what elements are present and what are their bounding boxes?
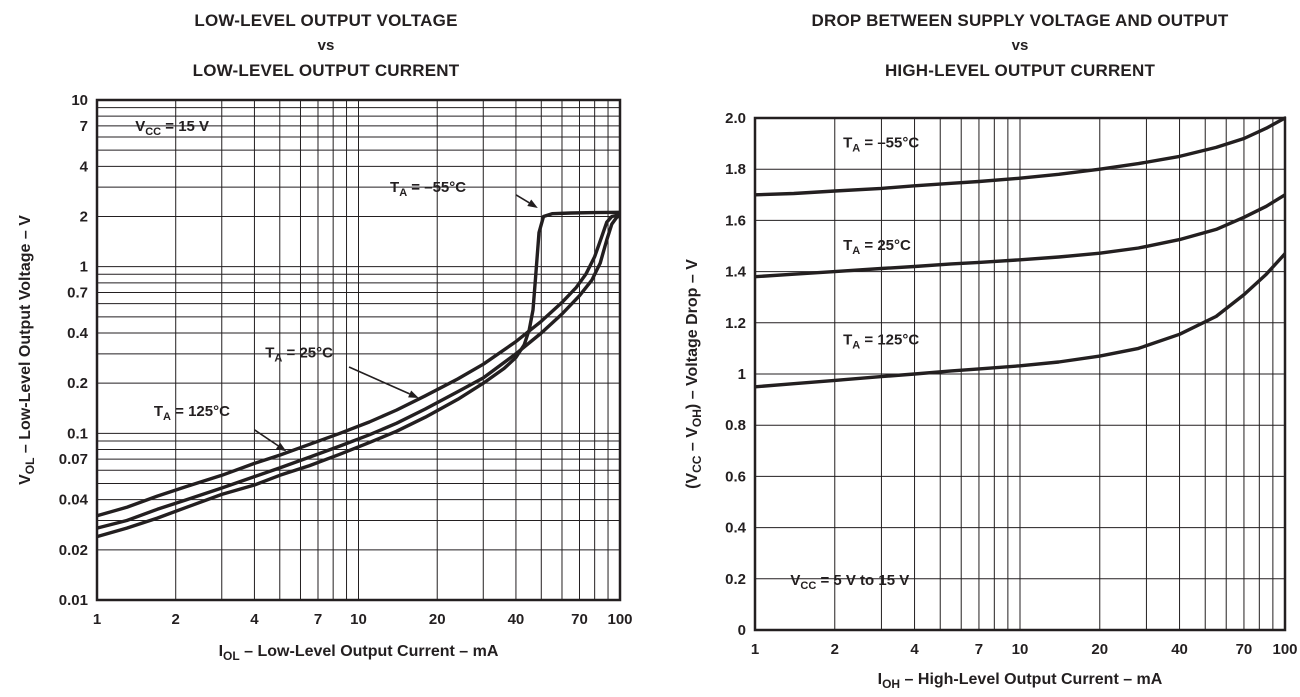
x-tick-label: 100 — [607, 611, 632, 628]
annotation-label: TA = 125°C — [843, 332, 919, 352]
vdrop-vs-ioh-chart-canvas: 1 2 4 7 10 20 40 70 100 2.0 1.8 1.6 1.4 1.2 1 0.8 0.6 0.4… — [684, 110, 1298, 691]
chart-title-line: LOW-LEVEL OUTPUT CURRENT — [192, 61, 460, 80]
x-tick-label: 70 — [1236, 641, 1253, 658]
y-tick-label: 0.7 — [67, 284, 88, 301]
annotation-arrowhead — [527, 199, 538, 208]
series-curve-1 — [754, 193, 1286, 279]
y-tick-label: 10 — [71, 92, 88, 109]
y-tick-label: 1.8 — [725, 161, 746, 178]
y-tick-label: 0.04 — [59, 492, 89, 509]
x-axis-label: IOL – Low-Level Output Current – mA — [219, 643, 499, 663]
y-tick-label: 0.2 — [67, 375, 88, 392]
annotation-arrow — [515, 194, 530, 204]
x-tick-label: 40 — [508, 611, 525, 628]
y-tick-label: 0.4 — [725, 520, 747, 537]
chart-title-left: LOW-LEVEL OUTPUT VOLTAGE vs LOW-LEVEL OU… — [2, 8, 650, 84]
figure-vdrop-vs-ioh: DROP BETWEEN SUPPLY VOLTAGE AND OUTPUT v… — [652, 8, 1300, 692]
chart-title-vs: vs — [317, 37, 335, 54]
x-tick-label: 100 — [1272, 641, 1297, 658]
y-tick-label: 0.6 — [725, 468, 746, 485]
annotation-arrow — [348, 366, 410, 395]
x-tick-label: 10 — [1012, 641, 1029, 658]
y-tick-label: 1.6 — [725, 212, 746, 229]
y-tick-label: 0.02 — [59, 542, 88, 559]
vol-vs-iol-chart-canvas: 1 2 4 7 10 20 40 70 100 10 7 4 2 1 0.7 0.4 0.2 0.1 0.07 0.0… — [17, 92, 633, 663]
grid — [754, 117, 1286, 631]
x-tick-label: 7 — [975, 641, 983, 658]
x-tick-label: 4 — [250, 611, 259, 628]
chart-title-line: HIGH-LEVEL OUTPUT CURRENT — [884, 61, 1156, 80]
series-curve-0 — [96, 210, 621, 539]
series-group — [754, 116, 1286, 389]
x-tick-label: 1 — [93, 611, 101, 628]
y-tick-label: 2.0 — [725, 110, 746, 127]
y-tick-label: 0 — [738, 622, 746, 639]
y-tick-label: 1.2 — [725, 315, 746, 332]
series-curve-1 — [96, 213, 621, 530]
x-tick-label: 40 — [1171, 641, 1188, 658]
y-tick-label: 0.07 — [59, 451, 88, 468]
x-tick-label: 20 — [1091, 641, 1108, 658]
annotation-label: TA = 125°C — [154, 403, 230, 423]
annotation-label: TA = 25°C — [843, 237, 911, 257]
chart-title-line: DROP BETWEEN SUPPLY VOLTAGE AND OUTPUT — [811, 11, 1229, 30]
y-tick-label: 1 — [738, 366, 746, 383]
x-tick-label: 10 — [350, 611, 367, 628]
x-tick-label: 4 — [910, 641, 919, 658]
y-tick-label: 1.4 — [725, 264, 747, 281]
x-tick-label: 2 — [831, 641, 839, 658]
figure-vol-vs-iol: LOW-LEVEL OUTPUT VOLTAGE vs LOW-LEVEL OU… — [2, 8, 650, 684]
plot-frame — [753, 116, 1287, 632]
series-curve-2 — [96, 213, 621, 518]
annotation-arrowhead — [275, 442, 287, 452]
x-axis-label: IOH – High-Level Output Current – mA — [878, 671, 1163, 691]
chart-title-right: DROP BETWEEN SUPPLY VOLTAGE AND OUTPUT v… — [652, 8, 1300, 84]
plot-frame — [95, 98, 622, 602]
annotation-arrowhead — [408, 390, 419, 398]
chart-title-line: LOW-LEVEL OUTPUT VOLTAGE — [194, 11, 458, 30]
y-tick-label: 7 — [80, 118, 88, 135]
annotation-label: TA = –55°C — [843, 134, 919, 154]
tick-labels: 1 2 4 7 10 20 40 70 100 2.0 1.8 1.6 1.4 1.2 1 0.8 0.6 0.4… — [725, 110, 1297, 658]
y-tick-label: 4 — [80, 158, 89, 175]
x-tick-label: 20 — [429, 611, 446, 628]
annotation-label: VCC = 15 V — [135, 118, 209, 138]
chart-title-vs: vs — [1011, 37, 1029, 54]
y-axis-label: VOL – Low-Level Output Voltage – V — [17, 215, 37, 485]
y-tick-label: 0.4 — [67, 325, 89, 342]
y-axis-label: (VCC – VOH) – Voltage Drop – V — [684, 259, 704, 489]
y-tick-label: 0.01 — [59, 592, 88, 609]
grid — [96, 99, 621, 601]
x-tick-label: 70 — [571, 611, 588, 628]
annotation-label: TA = –55°C — [390, 179, 466, 199]
y-tick-label: 2 — [80, 208, 88, 225]
series-curve-0 — [754, 116, 1286, 197]
x-tick-label: 7 — [314, 611, 322, 628]
annotation-label: VCC = 5 V to 15 V — [790, 572, 909, 592]
y-tick-label: 0.2 — [725, 571, 746, 588]
series-curve-2 — [754, 252, 1286, 389]
annotation-label: TA = 25°C — [265, 345, 333, 365]
tick-labels: 1 2 4 7 10 20 40 70 100 10 7 4 2 1 0.7 0.4 0.2 0.1 0.07 0.0… — [59, 92, 633, 628]
x-tick-label: 1 — [751, 641, 759, 658]
y-tick-label: 0.8 — [725, 417, 746, 434]
x-tick-label: 2 — [172, 611, 180, 628]
series-group — [96, 210, 621, 539]
y-tick-label: 0.1 — [67, 425, 88, 442]
y-tick-label: 1 — [80, 259, 88, 276]
annotation-arrow — [253, 429, 279, 447]
